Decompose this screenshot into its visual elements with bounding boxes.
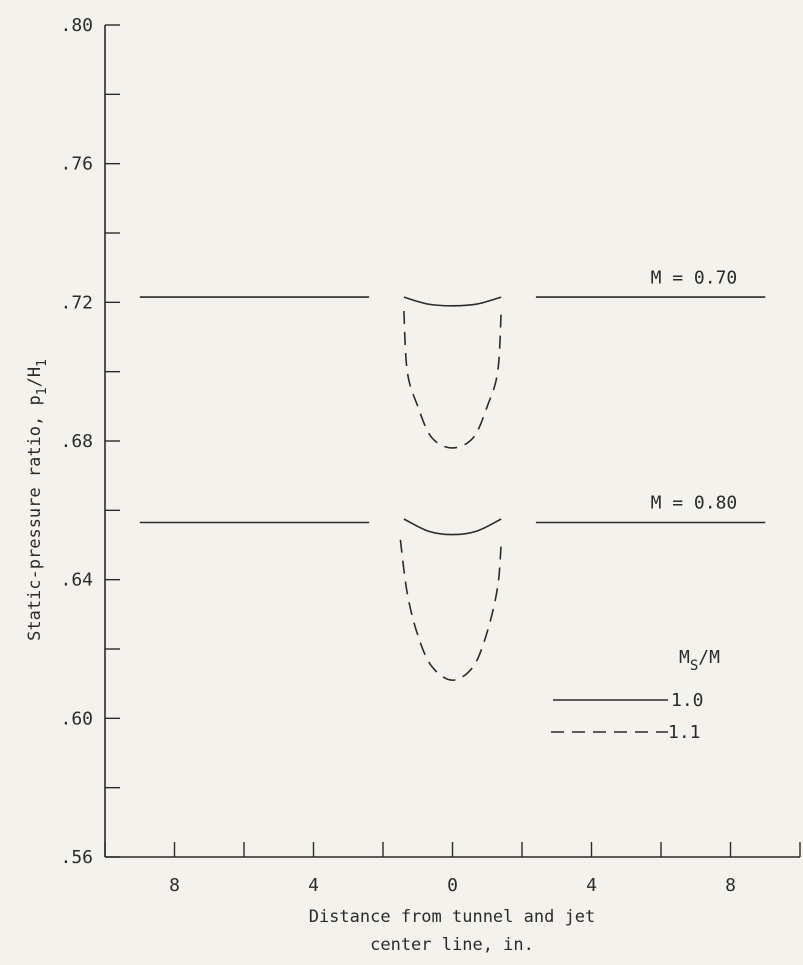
legend-title-main: M [679,647,690,668]
series-line-2 [403,296,502,307]
y-tick-label: .56 [60,847,93,868]
series-line-4 [403,310,502,449]
series-line-8 [399,539,502,682]
series-layer [139,296,766,682]
y-tick-label: .72 [60,292,93,313]
y-tick-label: .64 [60,570,93,591]
y-tick-label: .60 [60,708,93,729]
y-axis-label-main: Static-pressure ratio, p [25,395,45,641]
axes: .56 .60 .64 .68 .72 .76 .80 8 4 0 4 8 [60,15,801,896]
x-tick-label: 8 [725,875,736,896]
legend-entry-1: 1.0 [671,690,704,711]
y-axis-label-sub1: 1 [35,387,50,395]
svg-text:Static-pressure ratio, p1/H1: Static-pressure ratio, p1/H1 [25,359,50,641]
x-tick-label: 4 [586,875,597,896]
x-axis-label-line2: center line, in. [370,935,534,955]
y-tick-label: .80 [60,15,93,36]
y-axis-label: Static-pressure ratio, p1/H1 [25,359,50,641]
curve-label-1: M = 0.70 [651,267,738,288]
legend-title: MS/M [679,647,720,674]
series-line-6 [403,518,502,536]
x-tick-label: 4 [308,875,319,896]
x-tick-label: 8 [169,875,180,896]
y-axis-label-sub2: 1 [35,359,50,367]
legend-title-rest: /M [698,647,720,668]
y-axis-label-slash: /H [25,367,45,387]
x-tick-label: 0 [447,875,458,896]
legend-title-sub: S [690,658,698,674]
y-tick-label: .76 [60,154,93,175]
y-tick-label: .68 [60,431,93,452]
legend-entry-2: 1.1 [668,722,701,743]
labels-layer: M = 0.70 M = 0.80 [651,267,738,513]
curve-label-2: M = 0.80 [651,493,738,514]
x-axis-label-line1: Distance from tunnel and jet [309,907,596,927]
legend: MS/M 1.0 1.1 [551,647,720,743]
